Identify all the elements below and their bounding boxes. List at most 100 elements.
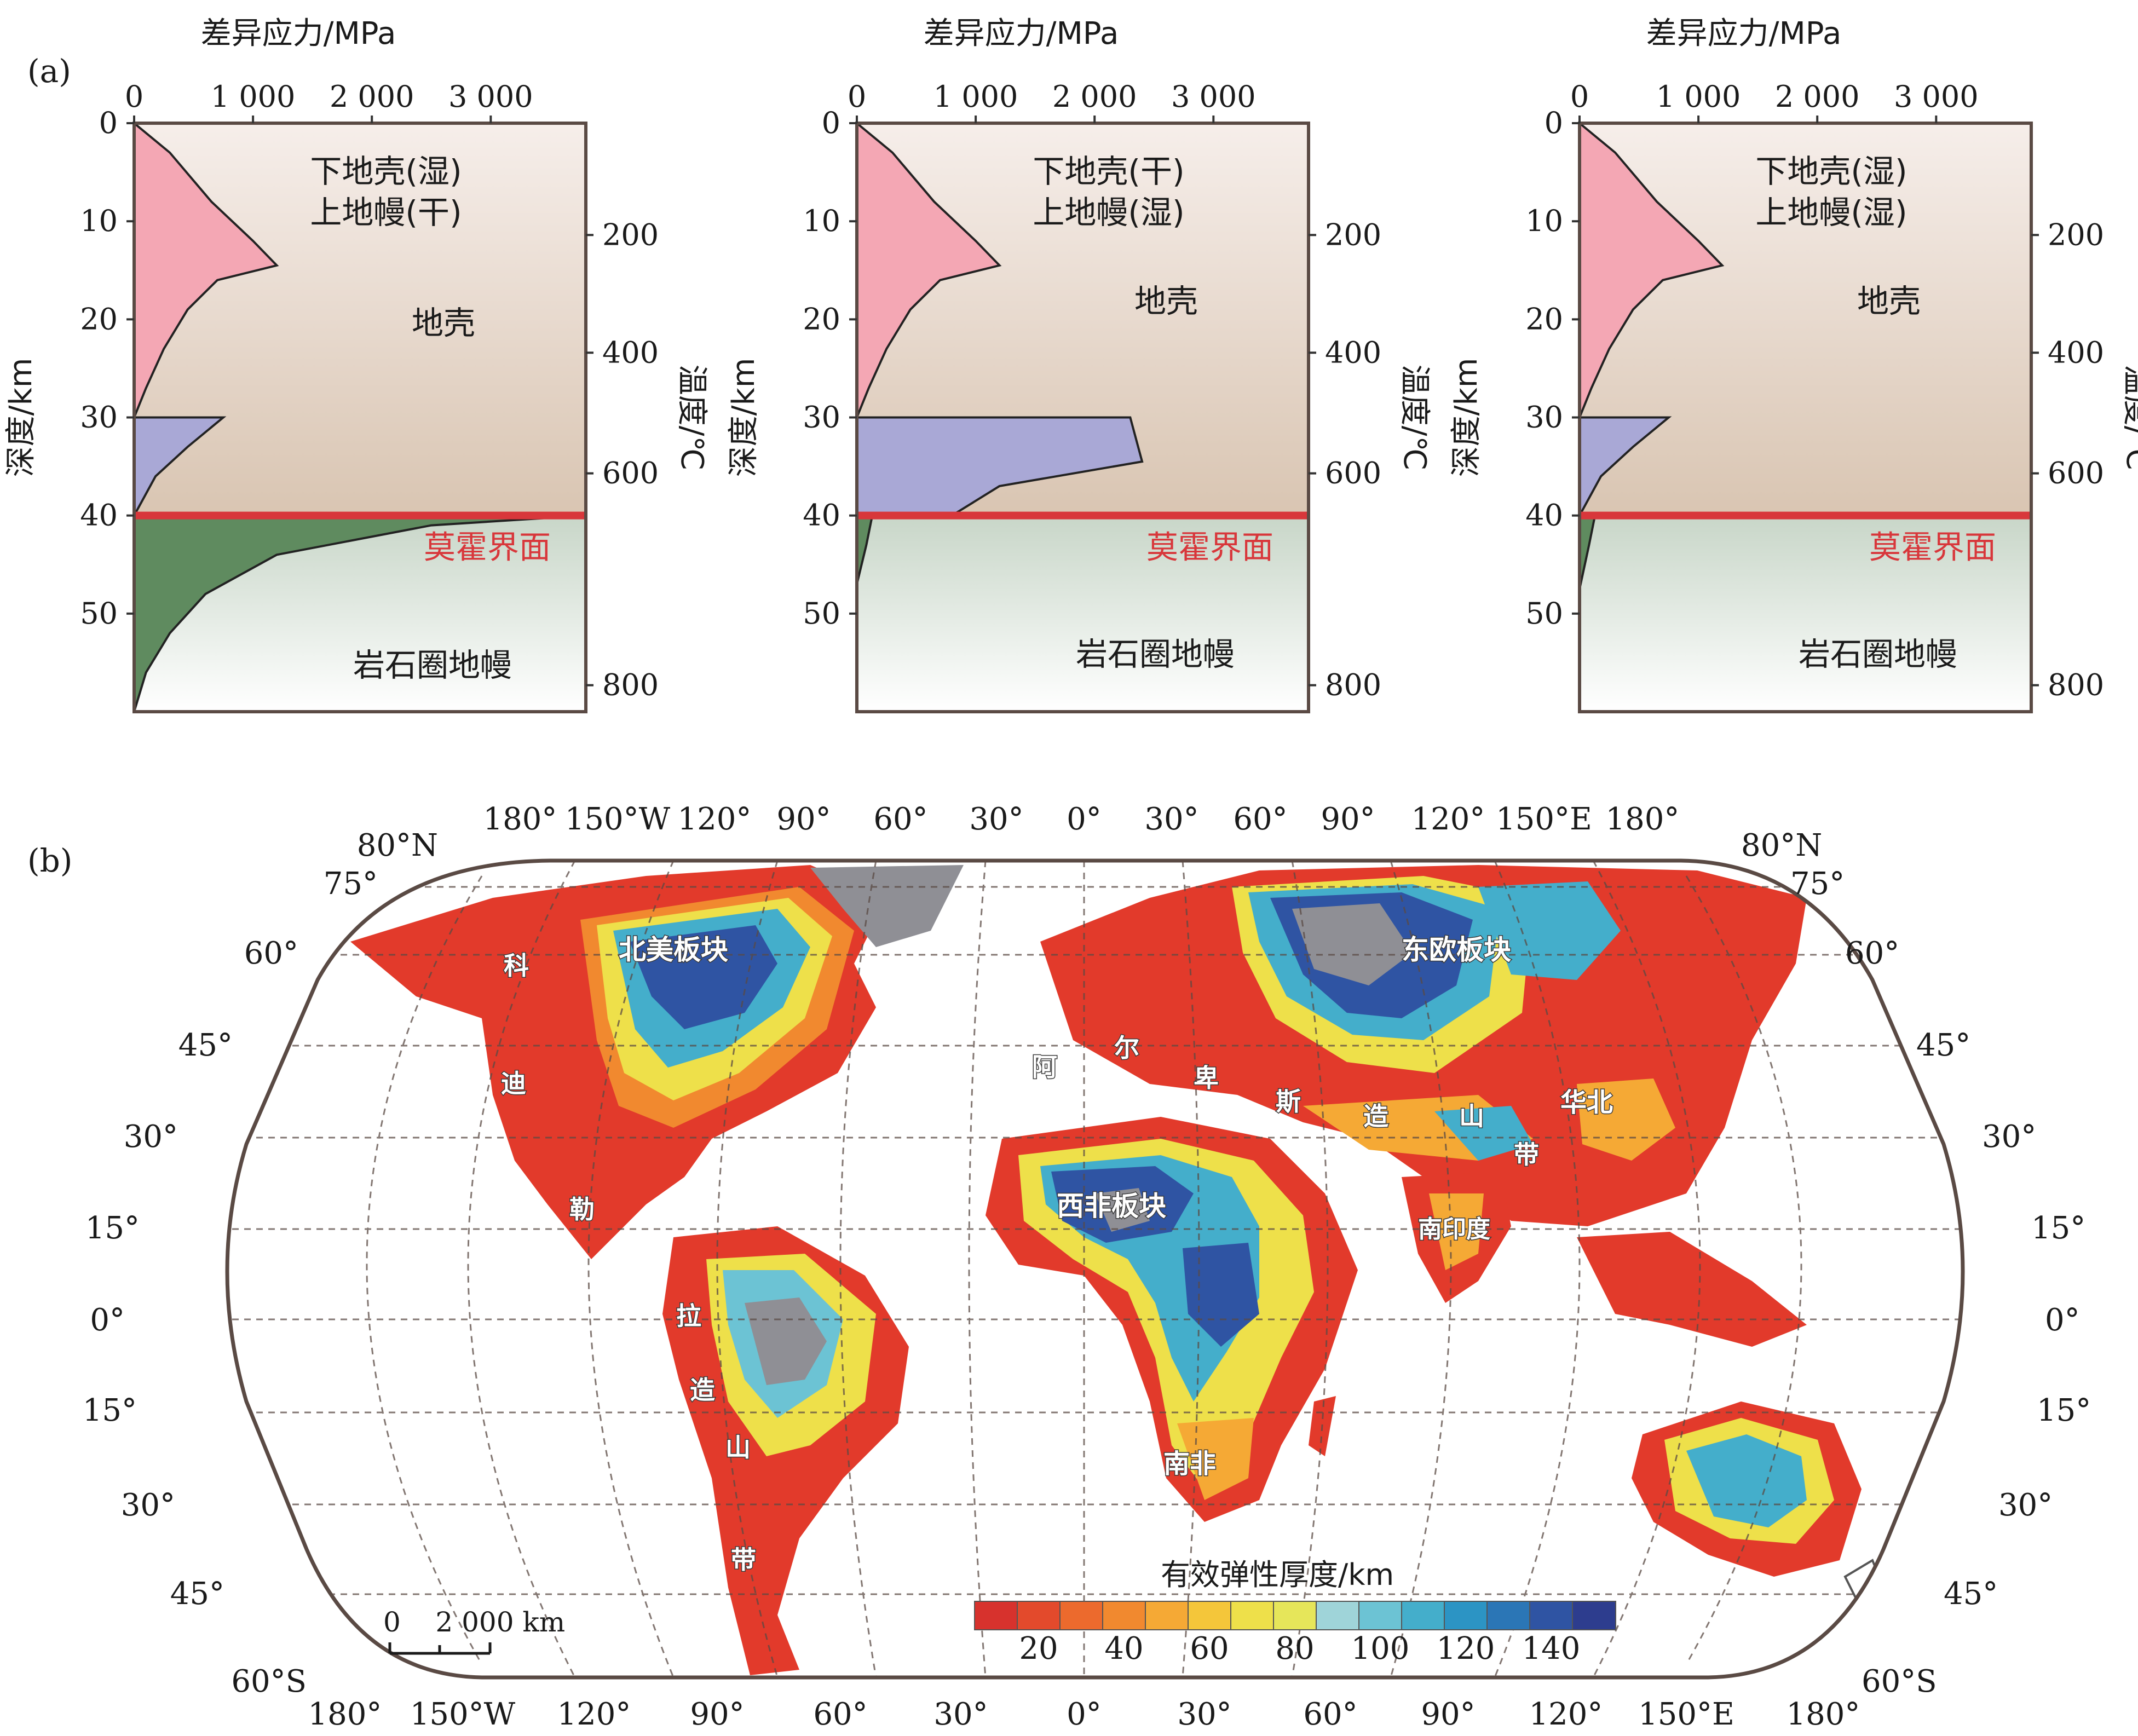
top-longitude-label: 0° bbox=[1067, 801, 1102, 837]
andes-char-1: 拉 bbox=[676, 1301, 701, 1331]
southeast-asia bbox=[1577, 1232, 1807, 1347]
depth-tick-label: 0 bbox=[822, 106, 840, 140]
panel-b-label: (b) bbox=[27, 842, 72, 879]
latitude-label-right: 75° bbox=[1790, 866, 1845, 902]
top-longitude-label: 60° bbox=[873, 801, 927, 837]
top-longitude-label: 150°E bbox=[1496, 801, 1592, 837]
greenland bbox=[810, 865, 964, 947]
bottom-longitude-label: 120° bbox=[557, 1697, 631, 1732]
craton-congo bbox=[1183, 1243, 1259, 1347]
latitude-label-right: 60° bbox=[1845, 936, 1899, 971]
colorbar-swatch bbox=[1486, 1601, 1531, 1630]
colorbar-swatch bbox=[1316, 1601, 1360, 1630]
top-longitude-label: 30° bbox=[969, 801, 1023, 837]
panel-b-world-map: (b) bbox=[27, 801, 2091, 1732]
rheology-label-crust: 下地壳(湿) bbox=[1755, 153, 1907, 190]
depth-axis-label: 深度/km bbox=[726, 358, 762, 477]
colorbar-swatch bbox=[1230, 1601, 1275, 1630]
colorbar-swatch bbox=[1059, 1601, 1104, 1630]
temperature-tick-label: 600 bbox=[2048, 456, 2104, 491]
crust-background bbox=[1580, 123, 2031, 516]
cordillera-char-2: 迪 bbox=[501, 1069, 526, 1098]
rheology-label-mantle: 上地幔(湿) bbox=[1033, 194, 1184, 231]
mantle-background bbox=[857, 515, 1309, 712]
depth-tick-label: 50 bbox=[803, 596, 840, 631]
top-longitude-label: 180° bbox=[1606, 801, 1680, 837]
cordillera-char-3: 勒 bbox=[569, 1195, 595, 1224]
depth-tick-label: 10 bbox=[80, 204, 118, 238]
bottom-longitude-label: 30° bbox=[933, 1697, 988, 1732]
latitude-label-left: 15° bbox=[83, 1393, 137, 1428]
bottom-longitude-label: 180° bbox=[308, 1697, 382, 1732]
bottom-longitude-label: 90° bbox=[690, 1697, 744, 1732]
latitude-label-right: 60°S bbox=[1862, 1664, 1937, 1699]
colorbar-swatch bbox=[1145, 1601, 1189, 1630]
depth-tick-label: 40 bbox=[803, 498, 840, 533]
crust-label: 地壳 bbox=[1134, 282, 1198, 320]
crust-label: 地壳 bbox=[1857, 282, 1921, 320]
region-label-north-america: 北美板块 bbox=[619, 934, 728, 966]
region-label-north-china: 华北 bbox=[1560, 1087, 1613, 1118]
top-longitude-label: 30° bbox=[1144, 801, 1198, 837]
upper-crust-envelope bbox=[1578, 120, 1725, 418]
rheology-label-mantle: 上地幔(湿) bbox=[1755, 194, 1907, 231]
top-longitude-label: 150°W bbox=[565, 801, 671, 837]
bottom-longitude-label: 60° bbox=[1303, 1697, 1357, 1732]
depth-tick-label: 30 bbox=[80, 400, 118, 435]
temperature-axis-label: 温度/℃ bbox=[1397, 365, 1432, 471]
temperature-tick-label: 800 bbox=[602, 668, 659, 702]
colorbar-tick-label: 80 bbox=[1275, 1631, 1314, 1666]
mantle-background bbox=[1580, 515, 2031, 712]
stress-tick-label: 1 000 bbox=[211, 79, 296, 114]
alpine-char-1: 阿 bbox=[1032, 1052, 1057, 1082]
bottom-longitude-label: 180° bbox=[1787, 1697, 1860, 1732]
upper-crust-envelope bbox=[856, 120, 1002, 418]
temperature-tick-label: 600 bbox=[602, 456, 659, 491]
stress-chart-2: 0 1 000 2 000 3 000 0 10 20 30 40 50 200 400 600 800 差… bbox=[726, 16, 1432, 713]
bottom-longitude-label: 150°E bbox=[1638, 1697, 1734, 1732]
colorbar-tick-label: 120 bbox=[1437, 1631, 1495, 1666]
scale-bar: 0 2 000 km bbox=[383, 1606, 565, 1655]
craton-north-america-deep bbox=[630, 925, 777, 1029]
depth-tick-label: 0 bbox=[1545, 106, 1563, 140]
stress-tick-label: 1 000 bbox=[1656, 79, 1741, 114]
temperature-axis-label: 温度/℃ bbox=[674, 365, 710, 471]
craton-siberia-gray bbox=[1292, 903, 1413, 985]
latitude-label-left: 80°N bbox=[357, 828, 438, 863]
moho-label: 莫霍界面 bbox=[1869, 529, 1996, 566]
andes-char-2: 造 bbox=[690, 1375, 715, 1405]
temperature-tick-label: 200 bbox=[602, 217, 659, 252]
temperature-tick-label: 600 bbox=[1325, 456, 1381, 491]
stress-tick-label: 3 000 bbox=[1894, 79, 1979, 114]
stress-tick-label: 2 000 bbox=[330, 79, 414, 114]
stress-axis-title: 差异应力/MPa bbox=[1646, 16, 1842, 51]
latitude-label-left: 45° bbox=[178, 1028, 233, 1063]
craton-africa-gray bbox=[1095, 1188, 1150, 1232]
stress-chart-1: 0 1 000 2 000 3 000 0 10 20 30 40 50 200 400 600 800 差… bbox=[3, 16, 710, 713]
alpine-char-5: 造 bbox=[1363, 1101, 1388, 1131]
depth-tick-label: 50 bbox=[1525, 596, 1563, 631]
region-label-east-europe: 东欧板块 bbox=[1402, 934, 1511, 966]
alpine-char-2: 尔 bbox=[1114, 1033, 1139, 1063]
depth-tick-label: 40 bbox=[80, 498, 118, 533]
moho-label: 莫霍界面 bbox=[1146, 529, 1273, 566]
colorbar-tick-label: 100 bbox=[1351, 1631, 1410, 1666]
graticule bbox=[227, 861, 1963, 1677]
latitude-label-left: 15° bbox=[85, 1210, 140, 1246]
upper-crust-envelope bbox=[133, 120, 279, 418]
latitude-label-right: 0° bbox=[2045, 1302, 2080, 1338]
stress-tick-label: 1 000 bbox=[933, 79, 1018, 114]
craton-tarim bbox=[1434, 1106, 1533, 1161]
andes-char-4: 带 bbox=[731, 1545, 756, 1574]
latitude-label-right: 30° bbox=[1998, 1487, 2053, 1523]
depth-tick-label: 40 bbox=[1525, 498, 1563, 533]
latitude-label-right: 80°N bbox=[1741, 828, 1822, 863]
crust-label: 地壳 bbox=[412, 304, 475, 342]
depth-tick-label: 30 bbox=[1525, 400, 1563, 435]
bottom-longitude-label: 90° bbox=[1421, 1697, 1475, 1732]
colorbar-tick-label: 60 bbox=[1190, 1631, 1229, 1666]
top-longitude-label: 180° bbox=[483, 801, 557, 837]
stress-chart-3: 0 1 000 2 000 3 000 0 10 20 30 40 50 200 400 600 800 差… bbox=[1449, 16, 2138, 713]
